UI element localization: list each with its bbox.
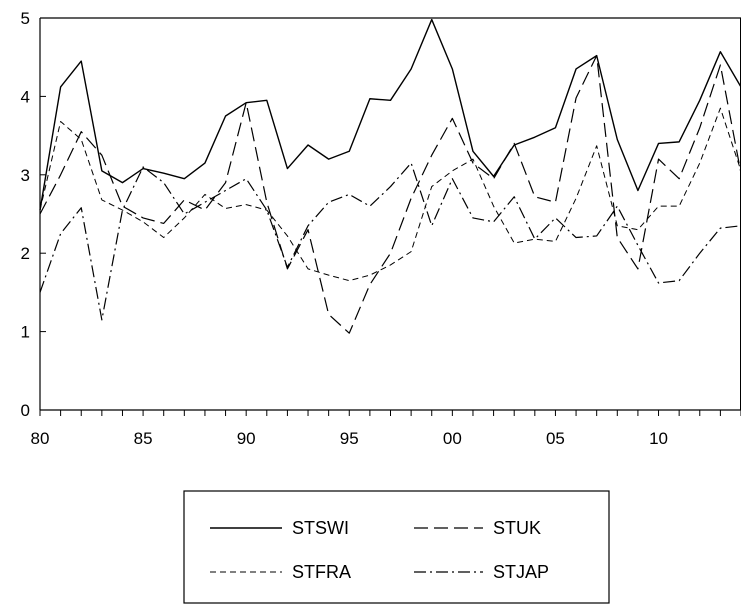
- series-line-stuk: [39, 55, 741, 334]
- legend-label: STFRA: [292, 562, 351, 582]
- x-tick-label: 00: [443, 429, 462, 448]
- series-line-stjap: [39, 162, 741, 321]
- y-tick-label: 5: [21, 9, 30, 28]
- legend-label: STUK: [493, 518, 541, 538]
- x-tick-label: 80: [31, 429, 50, 448]
- series-line-stswi: [39, 18, 741, 211]
- y-tick-label: 3: [21, 166, 30, 185]
- y-tick-label: 0: [21, 401, 30, 420]
- series-group: [39, 18, 741, 334]
- x-tick-label: 85: [134, 429, 153, 448]
- x-tick-label: 05: [546, 429, 565, 448]
- x-tick-label: 90: [237, 429, 256, 448]
- x-tick-label: 10: [649, 429, 668, 448]
- y-tick-label: 1: [21, 323, 30, 342]
- y-tick-label: 4: [21, 87, 30, 106]
- series-line-stfra: [39, 107, 741, 282]
- legend: STSWI STUK STFRA STJAP: [183, 490, 610, 604]
- legend-label: STJAP: [493, 562, 549, 582]
- x-tick-label: 95: [340, 429, 359, 448]
- legend-box: [183, 490, 610, 604]
- y-tick-label: 2: [21, 244, 30, 263]
- legend-label: STSWI: [292, 518, 349, 538]
